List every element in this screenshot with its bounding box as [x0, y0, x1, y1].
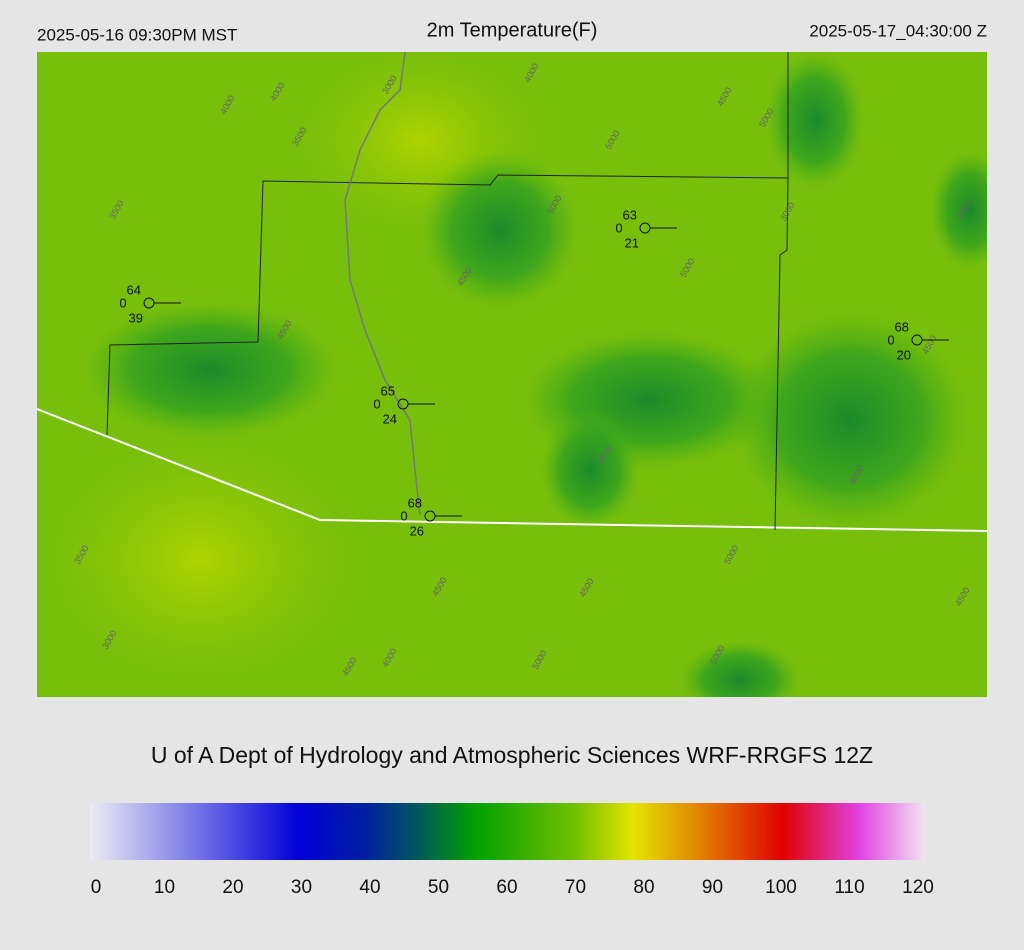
colorbar-tick-label: 40 — [359, 877, 380, 898]
station-dewpoint: 21 — [625, 235, 639, 250]
station-temperature: 68 — [408, 495, 422, 510]
colorbar-tick-label: 60 — [496, 877, 517, 898]
station-dewpoint: 20 — [897, 347, 911, 362]
station-wind: 0 — [400, 508, 407, 523]
colorbar-tick-label: 30 — [291, 877, 312, 898]
station-temperature: 64 — [127, 282, 141, 297]
valid-local: 2025-05-16 09:30PM MST — [37, 25, 237, 44]
title: 2m Temperature(F) — [427, 19, 598, 41]
valid-utc: 2025-05-17_04:30:00 Z — [809, 21, 987, 40]
map — [37, 52, 987, 697]
colorbar-tick-label: 100 — [765, 877, 797, 898]
colorbar — [90, 803, 925, 860]
colorbar-tick-label: 50 — [428, 877, 449, 898]
station-temperature: 68 — [895, 319, 909, 334]
colorbar-tick-label: 120 — [902, 877, 934, 898]
station-wind: 0 — [119, 295, 126, 310]
station-dewpoint: 24 — [383, 411, 397, 426]
station-temperature: 65 — [381, 383, 395, 398]
colorbar-tick-label: 10 — [154, 877, 175, 898]
colorbar-tick-label: 70 — [565, 877, 586, 898]
colorbar-tick-label: 20 — [222, 877, 243, 898]
station-temperature: 63 — [623, 207, 637, 222]
footer: U of A Dept of Hydrology and Atmospheric… — [151, 742, 873, 768]
colorbar-tick-label: 110 — [834, 877, 864, 898]
colorbar-tick-label: 80 — [633, 877, 654, 898]
station-wind: 0 — [373, 396, 380, 411]
station-dewpoint: 26 — [410, 523, 424, 538]
colorbar-tick-label: 90 — [702, 877, 723, 898]
station-wind: 0 — [887, 332, 894, 347]
colorbar-tick-label: 0 — [91, 877, 102, 898]
station-dewpoint: 39 — [129, 310, 143, 325]
station-wind: 0 — [615, 220, 622, 235]
